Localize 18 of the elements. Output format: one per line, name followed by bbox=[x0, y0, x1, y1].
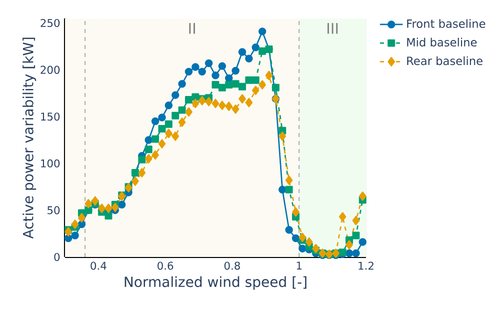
y-tick-label: 200 bbox=[40, 66, 60, 74]
x-tick-label: 0.8 bbox=[224, 262, 240, 270]
band-label: II bbox=[189, 23, 195, 34]
x-tick-label: 1 bbox=[296, 262, 302, 270]
y-tick-label: 0 bbox=[54, 252, 60, 262]
y-tick-label: 250 bbox=[40, 18, 60, 28]
legend-label: Rear baseline bbox=[407, 56, 482, 66]
y-axis-title: Active power variability [kW] bbox=[22, 38, 36, 239]
x-tick-label: 0.4 bbox=[90, 262, 106, 270]
legend-label: Front baseline bbox=[407, 19, 486, 28]
y-tick-label: 100 bbox=[41, 159, 60, 168]
y-tick-label: 150 bbox=[41, 112, 60, 121]
band-label: III bbox=[328, 23, 338, 34]
y-tick-label: 50 bbox=[48, 206, 60, 214]
x-tick-label: 0.6 bbox=[158, 262, 174, 270]
x-tick-label: 1.2 bbox=[358, 262, 374, 270]
legend-label: Mid baseline bbox=[407, 38, 477, 47]
x-axis-title: Normalized wind speed [-] bbox=[124, 276, 306, 290]
